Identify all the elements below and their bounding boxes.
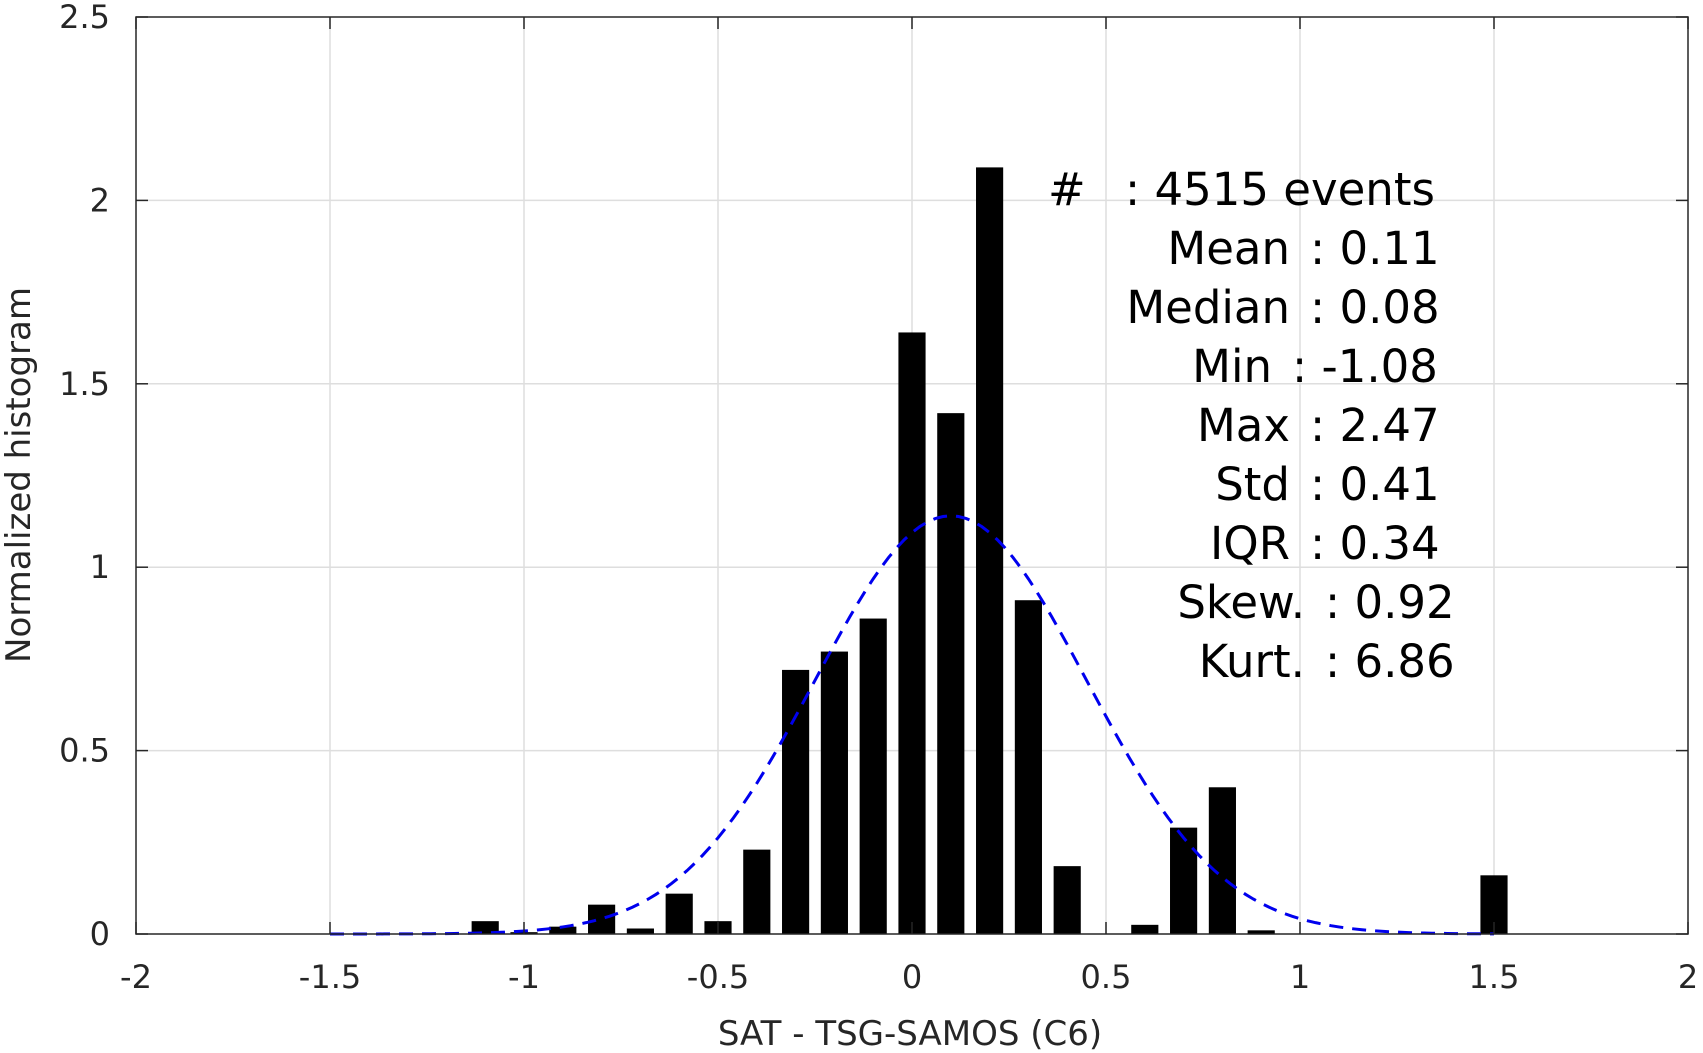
stat-label: Std — [1215, 458, 1290, 511]
x-tick-label: -1 — [508, 958, 540, 996]
stat-label: Median — [1126, 281, 1290, 334]
x-tick-label: -2 — [120, 958, 152, 996]
histogram-bar — [820, 651, 848, 934]
y-tick-label: 1.5 — [59, 365, 110, 403]
stat-value: : 4515 events — [1125, 163, 1435, 216]
x-tick-label: -0.5 — [687, 958, 749, 996]
histogram-bar — [1208, 787, 1236, 934]
histogram-bar — [471, 921, 499, 934]
stat-label: IQR — [1210, 517, 1290, 570]
histogram-bar — [549, 926, 577, 934]
histogram-bar — [1170, 827, 1198, 934]
stat-label: Max — [1197, 399, 1290, 452]
y-tick-label: 0.5 — [59, 732, 110, 770]
y-tick-label: 1 — [90, 548, 110, 586]
axes-frame — [135, 16, 1689, 935]
stat-label: Min — [1192, 340, 1272, 393]
stat-value: : 0.08 — [1310, 281, 1440, 334]
stat-value: : 0.41 — [1310, 458, 1440, 511]
stat-label: Skew. — [1177, 576, 1305, 629]
stat-value: : 0.34 — [1310, 517, 1440, 570]
histogram-bar — [859, 618, 887, 934]
stat-value: : 2.47 — [1310, 399, 1440, 452]
histogram-bar — [782, 669, 810, 934]
stat-label: # — [1048, 163, 1086, 216]
stat-value: : 6.86 — [1325, 635, 1455, 688]
y-tick-label: 2.5 — [59, 0, 110, 36]
histogram-bar — [743, 849, 771, 934]
histogram-bar — [937, 413, 965, 934]
tick-labels: -2 -1.5 -1 -0.5 0 0.5 1 1.5 2 0 0.5 1 1.5 2 2.5 — [59, 0, 1698, 996]
histogram-bars — [471, 167, 1508, 934]
histogram-bar — [1247, 930, 1275, 934]
x-axis-title: SAT - TSG-SAMOS (C6) — [718, 1014, 1102, 1053]
x-tick-label: 1.5 — [1469, 958, 1520, 996]
stat-value: : -1.08 — [1292, 340, 1438, 393]
stat-label: Kurt. — [1199, 635, 1305, 688]
histogram-bar — [665, 893, 693, 934]
histogram-bar — [976, 167, 1004, 934]
x-tick-label: -1.5 — [299, 958, 361, 996]
histogram-bar — [626, 928, 654, 934]
histogram-bar — [588, 904, 616, 934]
x-tick-label: 0.5 — [1081, 958, 1132, 996]
histogram-bar — [1131, 924, 1159, 934]
y-tick-label: 2 — [90, 181, 110, 219]
histogram-bar — [1053, 866, 1081, 934]
x-tick-label: 0 — [902, 958, 922, 996]
y-tick-label: 0 — [90, 915, 110, 953]
y-axis-title: Normalized histogram — [0, 287, 39, 663]
x-tick-label: 1 — [1290, 958, 1310, 996]
x-tick-label: 2 — [1678, 958, 1698, 996]
histogram-bar — [1014, 600, 1042, 934]
stat-label: Mean — [1167, 222, 1290, 275]
statistics-annotation: # : 4515 events Mean : 0.11 Median : 0.08 Min:… — [1048, 163, 1455, 688]
histogram-bar — [898, 332, 926, 934]
stat-value: : 0.92 — [1325, 576, 1455, 629]
stat-value: : 0.11 — [1310, 222, 1440, 275]
